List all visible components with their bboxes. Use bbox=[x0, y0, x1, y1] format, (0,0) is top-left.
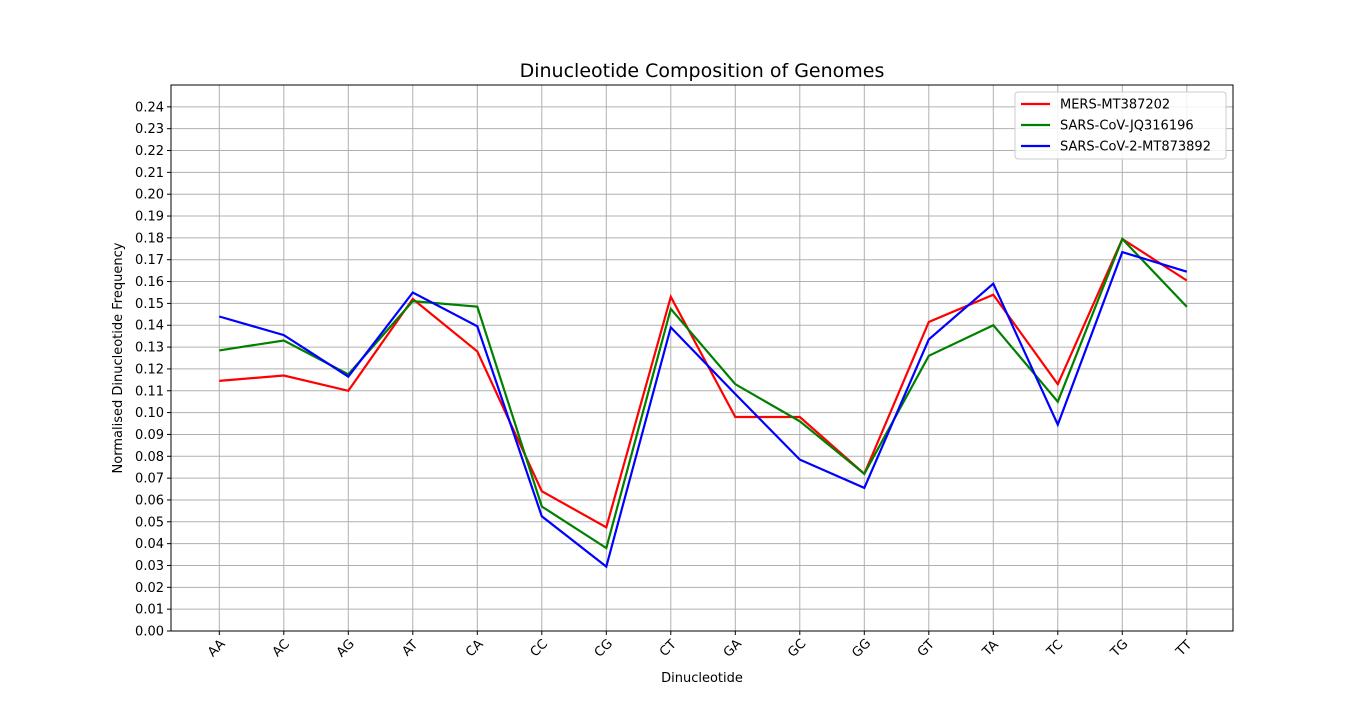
plot-frame bbox=[170, 84, 1234, 632]
y-tick-label: 0.16 bbox=[135, 275, 164, 290]
x-tick-label: AT bbox=[399, 638, 421, 660]
y-tick-label: 0.01 bbox=[135, 603, 164, 618]
x-axis-label: Dinucleotide bbox=[661, 671, 743, 686]
y-tick-label: 0.14 bbox=[135, 319, 164, 334]
x-tick-label: CA bbox=[463, 637, 486, 660]
y-tick-label: 0.13 bbox=[135, 341, 164, 356]
y-tick-label: 0.02 bbox=[135, 581, 164, 596]
y-tick-label: 0.09 bbox=[135, 428, 164, 443]
y-tick-label: 0.19 bbox=[135, 210, 164, 225]
y-tick-label: 0.07 bbox=[135, 472, 164, 487]
y-tick-label: 0.15 bbox=[135, 297, 164, 312]
series-lines bbox=[218, 236, 1188, 569]
x-tick-label: GT bbox=[915, 637, 938, 660]
x-tick-label: CC bbox=[528, 637, 551, 660]
y-tick-label: 0.21 bbox=[135, 166, 164, 181]
y-tick-label: 0.23 bbox=[135, 122, 164, 137]
x-tick-label: TT bbox=[1173, 638, 1195, 660]
x-tick-label: GG bbox=[849, 636, 874, 661]
y-tick-label: 0.18 bbox=[135, 231, 164, 246]
x-tick-label: AG bbox=[334, 637, 358, 661]
y-tick-label: 0.03 bbox=[135, 559, 164, 574]
series-line-1 bbox=[219, 237, 1188, 529]
legend-label: MERS-MT387202 bbox=[1060, 98, 1170, 113]
y-tick-label: 0.04 bbox=[135, 537, 164, 552]
y-tick-label: 0.20 bbox=[135, 188, 164, 203]
legend: MERS-MT387202 SARS-CoV-JQ316196 SARS-CoV-2… bbox=[1014, 91, 1227, 160]
y-tick-label: 0.12 bbox=[135, 362, 164, 377]
legend-label: SARS-CoV-2-MT873892 bbox=[1060, 140, 1211, 155]
y-tick-label: 0.06 bbox=[135, 493, 164, 508]
x-tick-label: TA bbox=[979, 638, 1002, 661]
x-tick-label: TG bbox=[1107, 637, 1131, 661]
y-tick-label: 0.11 bbox=[135, 384, 164, 399]
axis-ticks: AA AC AG AT CA CC CG CT GA GC GG GT TA TC TG TT 0.00 0.01… bbox=[135, 100, 1195, 661]
y-tick-label: 0.10 bbox=[135, 406, 164, 421]
y-tick-label: 0.24 bbox=[135, 100, 164, 115]
x-tick-label: CG bbox=[592, 636, 616, 660]
legend-box bbox=[1014, 91, 1227, 160]
y-tick-label: 0.22 bbox=[135, 144, 164, 159]
chart-title: Dinucleotide Composition of Genomes bbox=[520, 60, 885, 82]
x-tick-label: AC bbox=[270, 637, 293, 660]
series-line-3 bbox=[218, 250, 1188, 569]
y-tick-label: 0.17 bbox=[135, 253, 164, 268]
y-tick-label: 0.05 bbox=[135, 515, 164, 530]
y-tick-label: 0.08 bbox=[135, 450, 164, 465]
y-axis-label: Normalised Dinucleotide Frequency bbox=[111, 242, 126, 473]
legend-label: SARS-CoV-JQ316196 bbox=[1060, 119, 1194, 134]
x-tick-label: CT bbox=[657, 637, 680, 660]
x-tick-label: TC bbox=[1044, 637, 1067, 660]
gridlines bbox=[171, 85, 1233, 632]
x-tick-label: GC bbox=[785, 636, 809, 660]
x-tick-label: AA bbox=[205, 637, 229, 661]
series-line-2 bbox=[219, 236, 1188, 550]
y-tick-label: 0.00 bbox=[135, 625, 164, 640]
x-tick-label: GA bbox=[721, 636, 745, 660]
